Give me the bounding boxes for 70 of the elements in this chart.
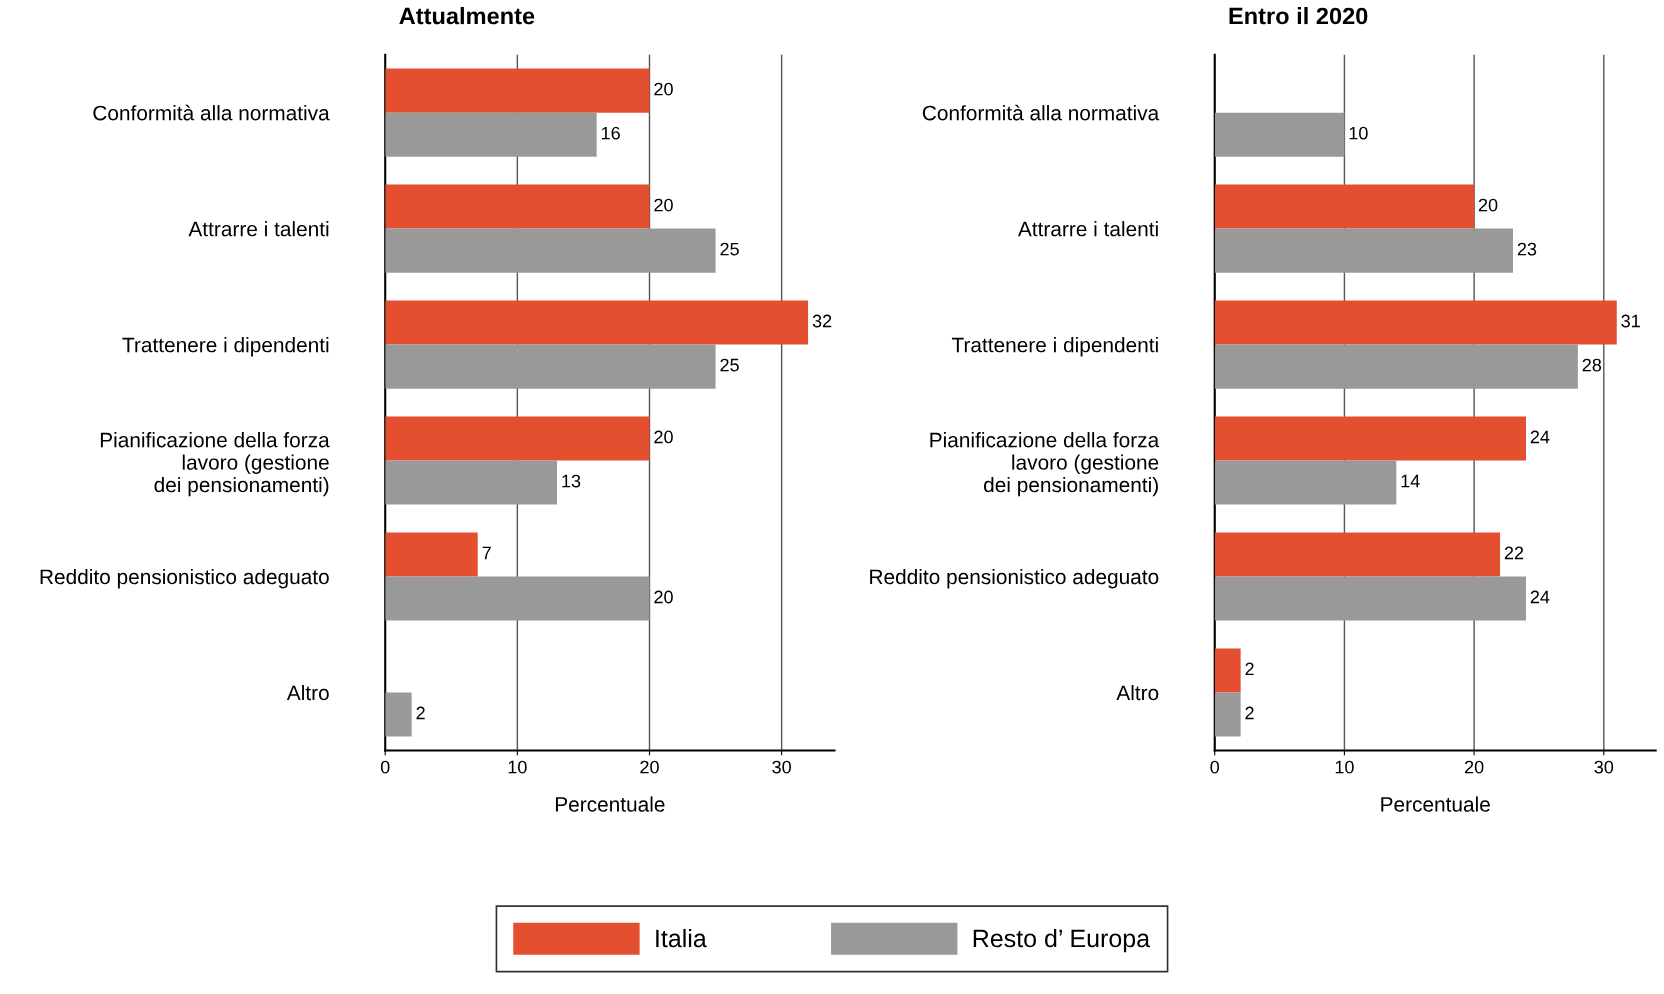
bar <box>385 228 716 273</box>
x-tick-label: 10 <box>1335 760 1354 774</box>
data-label: 20 <box>654 430 673 444</box>
bar <box>385 184 650 229</box>
bar <box>1214 184 1475 229</box>
y-tick-label: Conformità alla normativa <box>93 104 330 121</box>
data-label: 14 <box>1401 474 1420 488</box>
data-label: 20 <box>654 198 673 212</box>
bar <box>385 416 650 461</box>
chart-title: Entro il 2020 <box>1229 7 1368 25</box>
bar <box>1214 576 1526 621</box>
data-label: 2 <box>1245 662 1254 676</box>
y-tick-label: Reddito pensionistico adeguato <box>40 568 329 589</box>
data-label: 24 <box>1530 430 1550 444</box>
data-label: 25 <box>720 358 739 372</box>
x-tick-label: 20 <box>640 760 659 774</box>
y-tick-label: Altro <box>1116 684 1159 701</box>
y-tick-label: Altro <box>286 684 329 701</box>
x-axis-title: Percentuale <box>1381 796 1490 812</box>
bar <box>1214 228 1514 273</box>
bar <box>1214 344 1578 389</box>
bar <box>1214 648 1241 693</box>
bar <box>385 576 650 621</box>
x-tick-label: 0 <box>1210 760 1220 774</box>
y-tick-label: Reddito pensionistico adeguato <box>870 568 1159 589</box>
x-tick-label: 20 <box>1464 760 1484 774</box>
bar <box>385 344 716 389</box>
y-tick-label: Pianificazione della forza lavoro (gestione dei pensionamenti) <box>100 432 330 497</box>
bar <box>385 112 597 157</box>
data-label: 13 <box>562 474 581 488</box>
bar <box>1214 416 1526 461</box>
x-tick-label: 30 <box>1594 760 1614 774</box>
y-tick-label: Trattenere i dipendenti <box>951 337 1158 357</box>
data-label: 10 <box>1349 126 1368 140</box>
bar <box>1214 460 1397 505</box>
bar <box>385 300 809 345</box>
data-label: 2 <box>1245 706 1254 720</box>
x-tick-label: 10 <box>508 760 527 774</box>
bar <box>1214 692 1241 737</box>
bar <box>385 692 412 737</box>
bar <box>385 68 650 113</box>
data-label: 16 <box>601 126 620 140</box>
data-label: 28 <box>1582 358 1602 372</box>
y-tick-label: Conformità alla normativa <box>922 104 1160 121</box>
y-tick-label: Attrarre i talenti <box>1017 221 1158 237</box>
data-label: 32 <box>812 314 832 328</box>
data-label: 24 <box>1530 590 1550 604</box>
bar <box>1214 532 1501 577</box>
y-tick-label: Pianificazione della forza lavoro (gestione dei pensionamenti) <box>930 432 1160 497</box>
y-tick-label: Trattenere i dipendenti <box>122 337 329 357</box>
chart-title: Attualmente <box>399 7 535 25</box>
bar <box>1214 300 1617 345</box>
x-axis-title: Percentuale <box>555 796 665 812</box>
legend-label: Italia <box>656 928 707 948</box>
y-tick-label: Attrarre i talenti <box>188 221 329 237</box>
bar <box>1214 112 1345 157</box>
x-tick-label: 0 <box>380 760 390 774</box>
bar <box>385 460 557 505</box>
data-label: 25 <box>720 242 739 256</box>
data-label: 20 <box>654 82 673 96</box>
data-label: 7 <box>482 546 491 560</box>
data-label: 22 <box>1504 546 1524 560</box>
data-label: 2 <box>416 706 425 720</box>
legend-label: Resto d’ Europa <box>973 928 1151 953</box>
x-tick-label: 30 <box>772 760 791 774</box>
data-label: 20 <box>1478 198 1498 212</box>
data-label: 23 <box>1517 242 1537 256</box>
data-label: 31 <box>1621 314 1640 328</box>
bar <box>385 532 478 577</box>
data-label: 20 <box>654 590 673 604</box>
